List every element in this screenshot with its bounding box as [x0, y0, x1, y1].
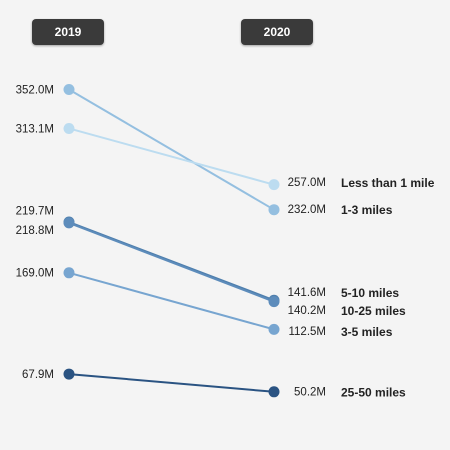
value-label-2020-4: 112.5M	[288, 326, 326, 338]
value-label-2019-0: 313.1M	[16, 124, 54, 136]
value-label-2020-1: 232.0M	[288, 204, 326, 216]
series-line-0	[68, 127, 275, 186]
category-label-1: 1-3 miles	[341, 203, 393, 217]
year-header-2020: 2020	[241, 19, 313, 45]
point-2019-5	[63, 368, 75, 380]
point-2019-1	[63, 84, 75, 95]
category-label-3: 10-25 miles	[341, 304, 406, 318]
value-label-2020-0: 257.0M	[288, 177, 326, 189]
point-2020-0	[268, 179, 280, 191]
category-label-5: 25-50 miles	[341, 386, 406, 400]
value-label-2019-4: 169.0M	[16, 268, 54, 280]
point-2019-4	[63, 267, 75, 279]
category-label-4: 3-5 miles	[341, 325, 393, 339]
point-2019-3	[63, 217, 75, 229]
value-label-2020-5: 50.2M	[294, 387, 326, 399]
category-label-0: Less than 1 mile	[341, 176, 435, 190]
value-label-2020-2: 141.6M	[288, 287, 326, 299]
value-label-2019-1: 352.0M	[16, 85, 54, 97]
point-2020-4	[268, 323, 280, 335]
point-2020-5	[268, 386, 280, 398]
value-label-2019-5: 67.9M	[22, 369, 54, 381]
series-line-1	[68, 88, 275, 211]
series-line-4	[68, 271, 275, 331]
point-2020-3	[268, 296, 280, 308]
point-2020-1	[268, 204, 280, 216]
point-2019-0	[63, 122, 75, 134]
category-label-2: 5-10 miles	[341, 286, 399, 300]
series-line-3	[68, 221, 275, 303]
value-label-2019-3: 218.8M	[16, 225, 54, 237]
year-header-2019: 2019	[32, 19, 104, 45]
value-label-2020-3: 140.2M	[288, 305, 326, 317]
value-label-2019-2: 219.7M	[16, 206, 54, 218]
series-line-5	[68, 373, 275, 393]
